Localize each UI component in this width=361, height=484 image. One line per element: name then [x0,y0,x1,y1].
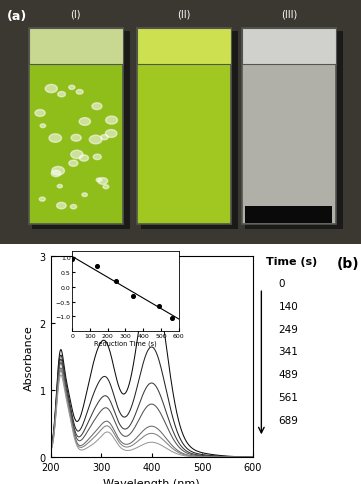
Text: 689: 689 [279,415,299,425]
Bar [32,32,130,230]
Bar [242,30,336,225]
Circle shape [49,135,61,143]
Circle shape [98,178,108,185]
Circle shape [82,194,87,197]
Text: 489: 489 [279,369,299,379]
Circle shape [71,135,81,142]
Point [169,315,175,322]
Text: 140: 140 [279,302,298,311]
Bar [137,30,231,64]
Bar [141,32,238,230]
Bar [245,32,343,230]
Circle shape [103,185,109,189]
Point [130,293,136,301]
Bar [29,30,123,64]
Circle shape [39,197,45,202]
Point [156,302,162,310]
Circle shape [70,205,77,210]
Text: (a): (a) [7,10,27,23]
Circle shape [101,136,108,140]
Point [192,322,197,330]
Circle shape [96,179,102,182]
Text: 341: 341 [279,347,299,357]
Circle shape [69,161,78,167]
Text: 561: 561 [279,392,299,402]
Circle shape [92,104,102,110]
Text: 249: 249 [279,324,299,334]
Text: Time (s): Time (s) [266,257,318,267]
Text: (b): (b) [337,257,360,271]
Text: (III): (III) [280,10,297,19]
X-axis label: Reduction Time (s): Reduction Time (s) [94,339,157,346]
Point [113,278,119,286]
Circle shape [79,155,88,162]
Circle shape [57,185,62,188]
Circle shape [35,110,45,117]
Text: (I): (I) [70,10,81,19]
Circle shape [69,86,75,90]
Bar [242,30,336,64]
Bar [137,30,231,225]
X-axis label: Wavelength (nm): Wavelength (nm) [103,478,200,484]
Circle shape [51,171,61,177]
Circle shape [58,92,65,98]
Circle shape [52,167,65,176]
Circle shape [71,151,83,159]
Circle shape [57,203,66,210]
Point [69,255,75,263]
Circle shape [106,117,118,125]
Circle shape [79,119,91,126]
Text: (II): (II) [177,10,191,19]
Bar [245,207,332,224]
Circle shape [93,155,101,160]
Circle shape [89,136,102,145]
Circle shape [76,91,83,95]
Point [94,263,100,271]
Circle shape [105,130,117,138]
Y-axis label: Absorbance: Absorbance [24,324,34,390]
Text: 0: 0 [279,279,285,288]
Circle shape [45,85,57,93]
Circle shape [40,124,46,128]
Bar [29,30,123,225]
